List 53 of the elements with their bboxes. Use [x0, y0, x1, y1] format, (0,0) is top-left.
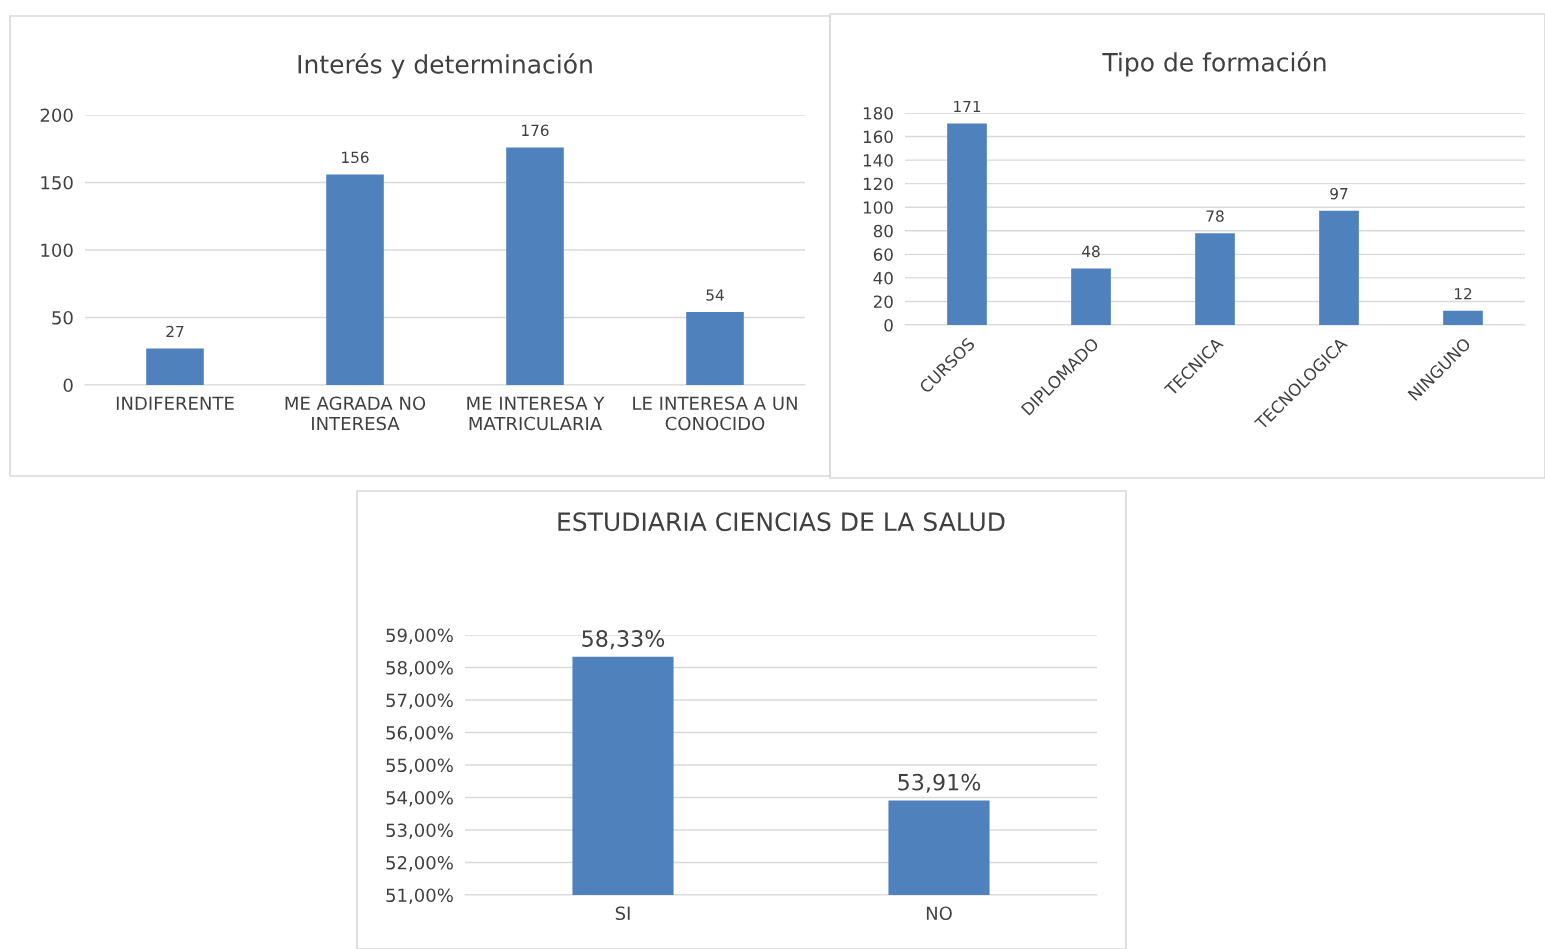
x-tick-label: ME INTERESA Y MATRICULARIA: [467, 396, 605, 431]
data-label: 176: [522, 124, 549, 137]
bar: [146, 348, 204, 385]
data-label: 54: [706, 289, 724, 301]
bar: [1071, 268, 1111, 325]
data-label: 171: [954, 100, 981, 113]
y-tick-label: 100: [41, 243, 73, 258]
y-tick-label: 140: [863, 154, 893, 167]
y-tick-label: 0: [63, 378, 73, 393]
data-label: 48: [1082, 245, 1100, 258]
y-tick-label: 57,00%: [386, 693, 453, 709]
data-label: 156: [342, 151, 369, 164]
data-label: 58,33%: [582, 630, 665, 650]
data-label: 97: [1330, 187, 1348, 200]
y-tick-label: 0: [884, 318, 893, 332]
y-tick-label: 56,00%: [386, 725, 453, 742]
bar: [947, 123, 987, 325]
data-label: 12: [1454, 288, 1472, 300]
y-tick-label: 55,00%: [386, 758, 453, 774]
y-tick-label: 120: [863, 177, 893, 191]
bar: [326, 174, 384, 385]
chart-title: ESTUDIARIA CIENCIAS DE LA SALUD: [558, 512, 1005, 532]
y-tick-label: 200: [40, 108, 73, 123]
y-tick-label: 20: [873, 295, 893, 309]
y-tick-label: 53,00%: [386, 823, 453, 839]
x-tick-label: NO: [926, 906, 952, 921]
chart-title: Interés y determinación: [298, 53, 592, 79]
y-tick-label: 150: [41, 175, 73, 190]
y-tick-label: 80: [873, 224, 893, 238]
y-tick-label: 50: [52, 310, 73, 325]
x-tick-label: LE INTERESA A UN CONOCIDO: [633, 396, 797, 431]
y-tick-label: 100: [863, 201, 893, 214]
y-tick-label: 54,00%: [386, 790, 453, 807]
y-tick-label: 51,00%: [386, 888, 453, 904]
x-tick-label: ME AGRADA NO INTERESA: [285, 396, 426, 431]
y-tick-label: 40: [873, 271, 893, 285]
y-tick-label: 160: [863, 130, 893, 144]
x-tick-label: INDIFERENTE: [116, 396, 234, 410]
data-label: 53,91%: [898, 773, 981, 793]
y-tick-label: 52,00%: [386, 855, 453, 872]
bar: [1195, 233, 1235, 325]
data-label: 78: [1206, 210, 1224, 222]
bar: [506, 147, 564, 385]
y-tick-label: 60: [873, 248, 893, 261]
bar: [1319, 210, 1359, 325]
chart-title: Tipo de formación: [1102, 51, 1326, 77]
y-tick-label: 180: [863, 106, 893, 120]
y-tick-label: 58,00%: [386, 660, 453, 677]
bar: [1443, 310, 1483, 325]
data-label: 27: [166, 325, 184, 338]
y-tick-label: 59,00%: [386, 628, 453, 644]
bar: [686, 312, 744, 385]
x-tick-label: SI: [615, 906, 630, 921]
